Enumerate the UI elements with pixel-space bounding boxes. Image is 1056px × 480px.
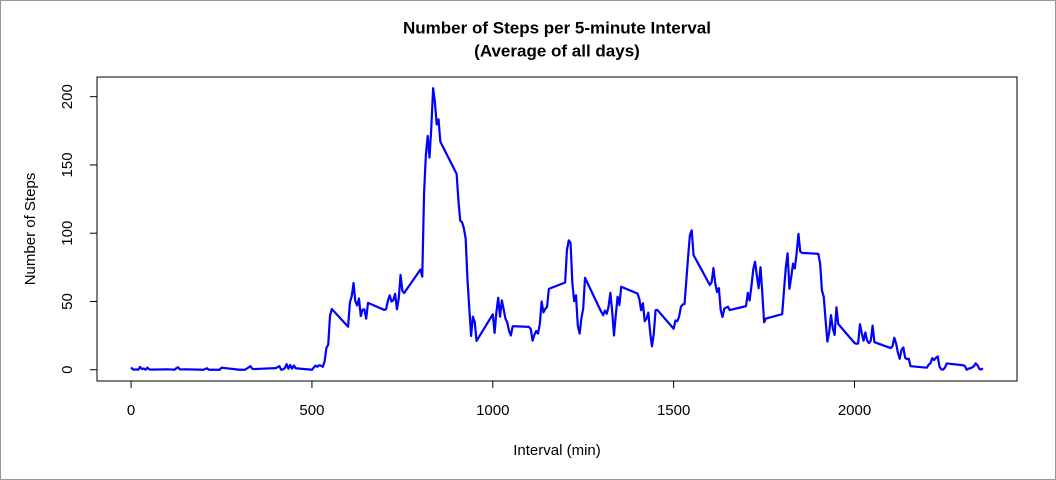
data-line <box>130 87 984 371</box>
x-tick-label: 500 <box>299 402 324 419</box>
y-tick-label: 150 <box>59 152 76 177</box>
y-tick-label: 0 <box>59 366 76 374</box>
x-tick-label: 1000 <box>476 402 509 419</box>
y-tick-label: 200 <box>59 84 76 109</box>
y-tick-label: 100 <box>59 221 76 246</box>
chart-subtitle: (Average of all days) <box>474 41 640 60</box>
y-axis-label: Number of Steps <box>22 173 39 286</box>
x-tick-label: 2000 <box>838 402 871 419</box>
x-tick-label: 1500 <box>657 402 690 419</box>
chart-title: Number of Steps per 5-minute Interval <box>403 18 711 37</box>
x-tick-label: 0 <box>127 402 135 419</box>
x-axis-label: Interval (min) <box>513 442 601 459</box>
y-tick-label: 50 <box>59 293 76 310</box>
